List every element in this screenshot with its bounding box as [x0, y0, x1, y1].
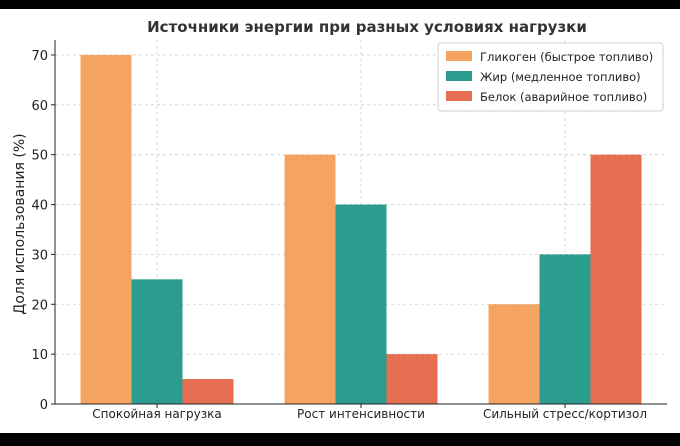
bar-3-3 [590, 154, 642, 404]
y-tick-label: 50 [31, 149, 48, 164]
bottom-border-strip [0, 433, 680, 446]
top-border-strip [0, 0, 680, 9]
bar-3-2 [386, 354, 438, 404]
bar-2-1 [131, 279, 183, 404]
bar-1-3 [488, 304, 540, 404]
y-tick-label: 0 [40, 398, 48, 413]
y-tick-label: 40 [31, 199, 48, 214]
legend-swatch [446, 91, 472, 101]
y-tick-label: 70 [31, 49, 48, 64]
axes [51, 40, 667, 408]
x-tick-label: Рост интенсивности [297, 407, 425, 421]
legend-label: Жир (медленное топливо) [480, 70, 641, 84]
legend-swatch [446, 51, 472, 61]
y-tick-labels: 0 10 20 30 40 50 60 70 [31, 49, 48, 413]
legend-label: Белок (аварийное топливо) [480, 90, 647, 104]
bar-2-3 [539, 254, 591, 404]
chart-title: Источники энергии при разных условиях на… [147, 18, 587, 36]
bar-2-2 [335, 204, 387, 404]
legend-swatch [446, 71, 472, 81]
y-tick-label: 60 [31, 99, 48, 114]
x-tick-label: Спокойная нагрузка [92, 407, 221, 421]
y-tick-label: 30 [31, 248, 48, 263]
bar-1-1 [80, 54, 132, 405]
x-tick-labels: Спокойная нагрузка Рост интенсивности Силь… [92, 407, 647, 421]
legend: Гликоген (быстрое топливо) Жир (медленное… [437, 42, 664, 112]
bar-3-1 [182, 379, 234, 404]
y-axis-label: Доля использования (%) [12, 133, 28, 314]
legend-frame [437, 42, 664, 112]
y-tick-label: 20 [31, 298, 48, 313]
bar-1-2 [284, 154, 336, 404]
bars [80, 54, 642, 405]
y-tick-label: 10 [31, 348, 48, 363]
x-tick-label: Сильный стресс/кортизол [483, 407, 647, 421]
legend-label: Гликоген (быстрое топливо) [480, 50, 653, 64]
